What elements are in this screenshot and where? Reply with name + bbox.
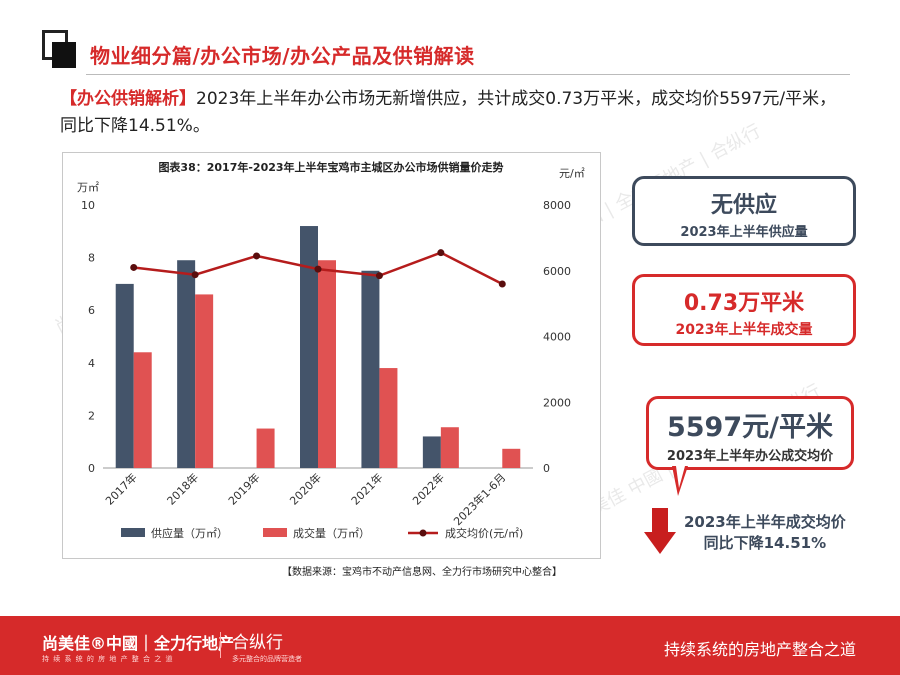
price-drop-line2: 同比下降14.51% [703,534,827,552]
footer-brand-main-sub: 持 续 系 统 的 房 地 产 整 合 之 道 [42,655,174,663]
price-point [437,249,445,257]
left-tick-label: 8 [88,252,95,265]
x-tick-label: 2023年1-6月 [450,470,508,528]
left-tick-label: 10 [81,199,95,212]
right-axis-unit: 元/㎡ [559,167,585,180]
volume-card-value: 0.73万平米 [683,291,805,316]
deal-bar [256,428,275,468]
deal-bar [133,352,152,468]
logo-square-icon [42,30,76,68]
right-tick-label: 8000 [543,199,571,212]
legend-supply-swatch [121,528,145,537]
right-tick-label: 2000 [543,396,571,409]
price-point [191,271,199,279]
intro-paragraph: 【办公供销解析】2023年上半年办公市场无新增供应，共计成交0.73万平米，成交… [60,86,850,140]
footer-brand-secondary: 合纵行 [232,633,283,653]
left-tick-label: 2 [88,409,95,422]
deal-bar [318,260,336,468]
price-card-label: 2023年上半年办公成交均价 [666,449,834,464]
footer-brand-secondary-sub: 多元整合的品牌营造者 [232,655,302,663]
chart-title: 图表38：2017年-2023年上半年宝鸡市主城区办公市场供销量价走势 [158,160,503,174]
supply-bar [422,436,441,468]
page-title: 物业细分篇/办公市场/办公产品及供销解读 [90,44,475,68]
supply-bar [300,226,318,468]
volume-card: 0.73万平米 2023年上半年成交量 [632,274,856,346]
legend-deal-swatch [263,528,287,537]
supply-bar [115,283,134,468]
price-drop-note: 2023年上半年成交均价 同比下降14.51% [684,512,846,554]
supply-card: 无供应 2023年上半年供应量 [632,176,856,246]
deal-bar [195,294,214,468]
left-tick-label: 6 [88,304,95,317]
deal-bar [379,368,398,468]
x-tick-label: 2019年 [225,470,262,507]
down-arrow-icon [644,508,676,556]
legend-supply-label: 供应量（万㎡） [151,526,228,540]
legend-price-marker [419,529,427,537]
price-point [314,265,322,273]
footer-bar: 尚美佳®中國｜全力行地产 持 续 系 统 的 房 地 产 整 合 之 道 合纵行… [0,616,900,675]
right-tick-label: 4000 [543,331,571,344]
right-tick-label: 0 [543,462,550,475]
price-card-value: 5597元/平米 [666,412,833,443]
price-drop-line1: 2023年上半年成交均价 [684,513,846,531]
volume-card-label: 2023年上半年成交量 [675,322,813,338]
footer-brand-main: 尚美佳®中國｜全力行地产 [42,634,235,653]
footer-slogan: 持续系统的房地产整合之道 [663,640,856,659]
price-point [253,252,261,260]
legend-deal-label: 成交量（万㎡） [293,526,370,540]
price-point [375,272,383,280]
deal-bar [440,427,459,468]
right-tick-label: 6000 [543,265,571,278]
x-tick-label: 2021年 [348,470,385,507]
data-source: 【数据来源：宝鸡市不动产信息网、全力行市场研究中心整合】 [282,567,562,578]
chart-panel: 图表38：2017年-2023年上半年宝鸡市主城区办公市场供销量价走势万㎡ 元/㎡… [62,152,601,559]
x-tick-label: 2020年 [287,470,324,507]
callout-tail-inner [676,466,685,488]
left-tick-label: 4 [88,357,95,370]
intro-text: 2023年上半年办公市场无新增供应，共计成交0.73万平米，成交均价5597元/… [60,89,837,136]
price-point [498,280,506,288]
price-point [130,263,138,271]
price-card: 5597元/平米 2023年上半年办公成交均价 [646,396,854,470]
footer-divider [220,632,221,658]
supply-bar [177,260,196,468]
legend-price-label: 成交均价(元/㎡) [445,526,523,540]
left-tick-label: 0 [88,462,95,475]
x-tick-label: 2022年 [410,470,447,507]
supply-card-value: 无供应 [710,193,777,218]
header-divider [86,74,850,75]
x-tick-label: 2017年 [102,470,139,507]
intro-tag: 【办公供销解析】 [60,89,196,109]
supply-card-label: 2023年上半年供应量 [680,225,808,240]
left-axis-unit: 万㎡ [77,181,99,194]
supply-bar [361,270,380,468]
x-tick-label: 2018年 [164,470,201,507]
deal-bar [502,448,521,468]
